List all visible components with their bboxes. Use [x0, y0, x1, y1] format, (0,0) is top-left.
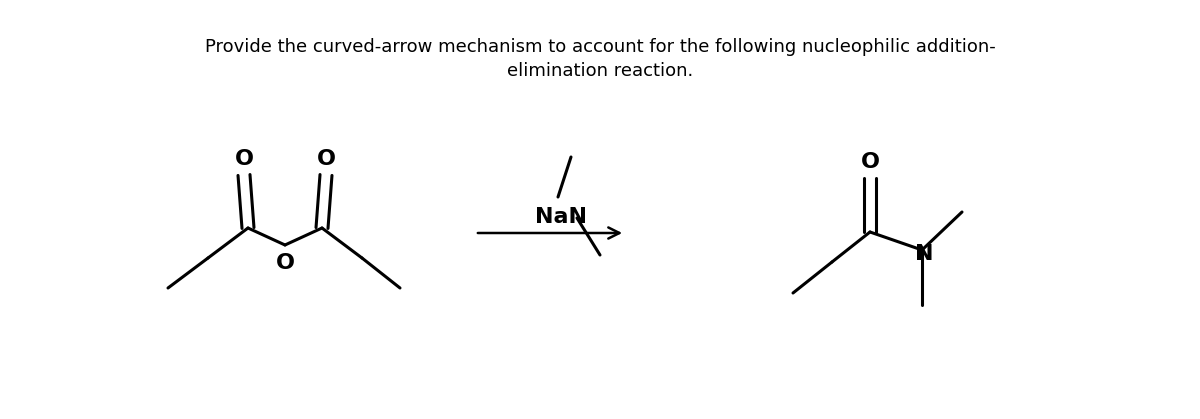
Text: N: N [914, 244, 934, 264]
Text: O: O [234, 149, 253, 169]
Text: O: O [860, 152, 880, 172]
Text: O: O [317, 149, 336, 169]
Text: elimination reaction.: elimination reaction. [506, 62, 694, 80]
Text: O: O [276, 253, 294, 273]
Text: Provide the curved-arrow mechanism to account for the following nucleophilic add: Provide the curved-arrow mechanism to ac… [205, 38, 995, 56]
Text: NaN: NaN [535, 207, 587, 227]
